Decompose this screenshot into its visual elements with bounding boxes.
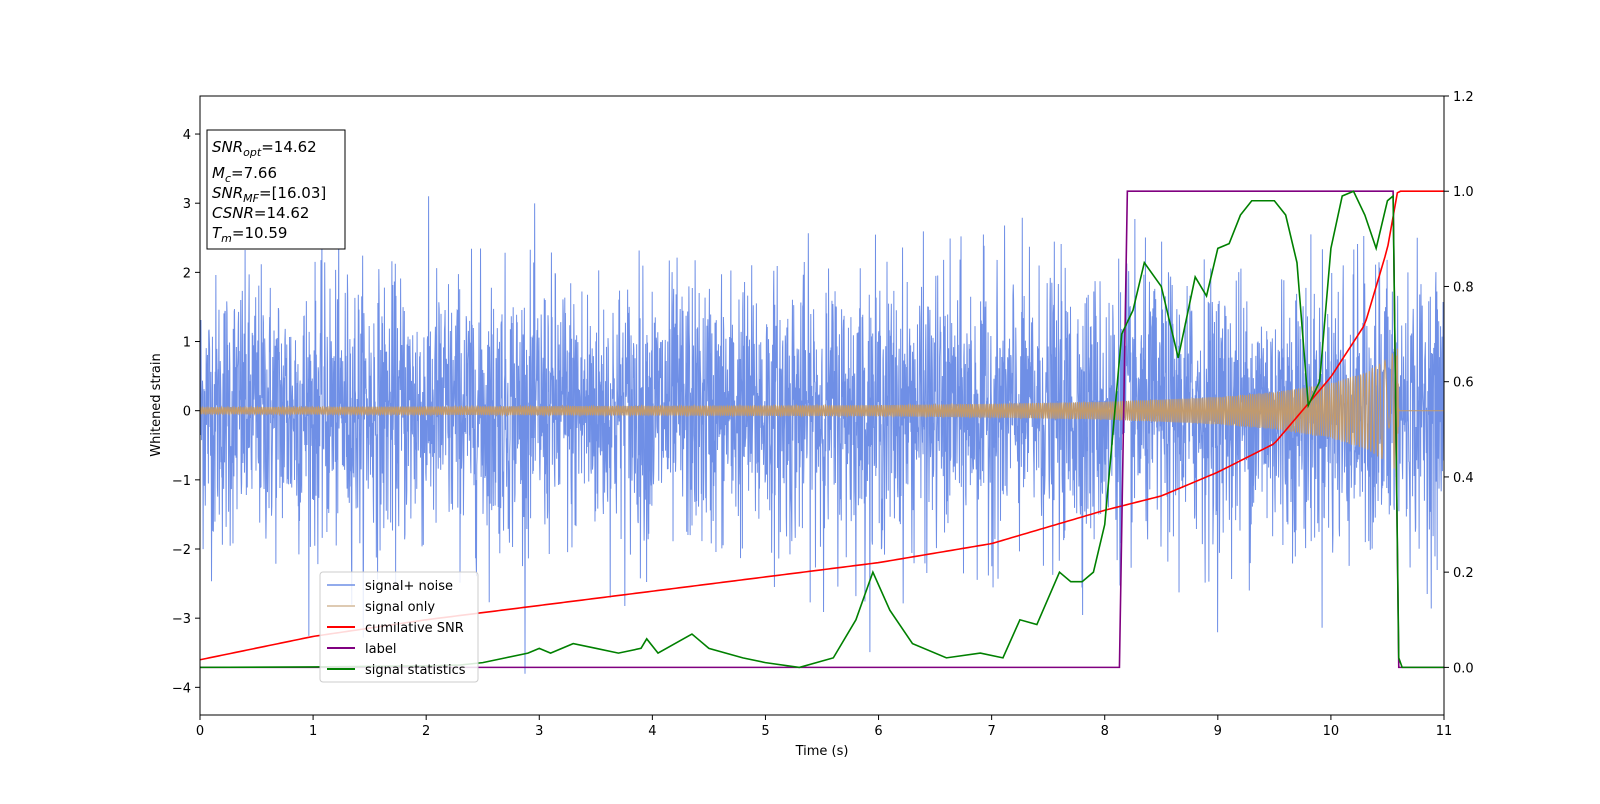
annotation-line: SNRMF=[16.03] (212, 184, 326, 205)
annotation-line: SNRopt=14.62 (212, 138, 317, 159)
y2-tick-label: 0.0 (1453, 661, 1474, 676)
x-tick-label: 6 (874, 724, 882, 739)
y-tick-label: −4 (172, 681, 191, 696)
y-tick-label: 1 (183, 336, 191, 351)
annotation-line: CSNR=14.62 (212, 204, 309, 222)
y2-tick-label: 1.0 (1453, 185, 1474, 200)
series-signal-only (200, 348, 1444, 472)
annotation-line: Mc=7.66 (212, 164, 277, 185)
y-tick-label: −1 (172, 474, 191, 489)
annotation-frame (206, 129, 346, 250)
y2-tick-label: 0.2 (1453, 566, 1474, 581)
y-tick-label: 2 (183, 266, 191, 281)
x-tick-label: 4 (648, 724, 656, 739)
x-tick-label: 11 (1436, 724, 1453, 739)
legend: signal+ noise signal only cumilative SNR la… (319, 571, 479, 683)
y-tick-label: −2 (172, 543, 191, 558)
legend-entry-label: signal+ noise (365, 579, 453, 594)
x-tick-label: 2 (422, 724, 430, 739)
legend-entry-label: label (365, 642, 396, 657)
x-tick-label: 5 (761, 724, 769, 739)
x-tick-label: 1 (309, 724, 317, 739)
y-tick-label: −3 (172, 612, 191, 627)
legend-entry-label: signal only (365, 600, 435, 615)
y2-tick-label: 0.4 (1453, 471, 1474, 486)
series-signal-statistics (200, 190, 1444, 669)
legend-entry-label: cumilative SNR (365, 621, 464, 636)
plot-frame (199, 95, 1445, 716)
y-tick-label: 3 (183, 197, 191, 212)
x-tick-label: 7 (987, 724, 995, 739)
x-tick-label: 9 (1214, 724, 1222, 739)
y-axis-left: 4 3 2 1 0 −1 −2 −3 −4 (172, 128, 200, 696)
y-axis-right: 1.2 1.0 0.8 0.6 0.4 0.2 0.0 (1444, 90, 1474, 676)
x-tick-label: 10 (1323, 724, 1340, 739)
x-axis-title: Time (s) (795, 744, 849, 759)
annotation-box: SNRopt=14.62 Mc=7.66SNRMF=[16.03]CSNR=14.… (206, 129, 346, 250)
y-tick-label: 4 (183, 128, 191, 143)
x-tick-label: 3 (535, 724, 543, 739)
y2-tick-label: 1.2 (1453, 90, 1474, 105)
y-tick-label: 0 (183, 405, 191, 420)
x-tick-label: 0 (196, 724, 204, 739)
y-axis-title: Whitened strain (149, 353, 164, 456)
y2-tick-label: 0.8 (1453, 280, 1474, 295)
x-tick-label: 8 (1101, 724, 1109, 739)
legend-entry-label: signal statistics (365, 663, 466, 678)
annotation-line: Tm=10.59 (212, 224, 287, 245)
x-axis: 0 1 2 3 4 5 6 7 8 9 10 11 (196, 715, 1452, 739)
y2-tick-label: 0.6 (1453, 376, 1474, 391)
legend-frame (319, 571, 479, 683)
